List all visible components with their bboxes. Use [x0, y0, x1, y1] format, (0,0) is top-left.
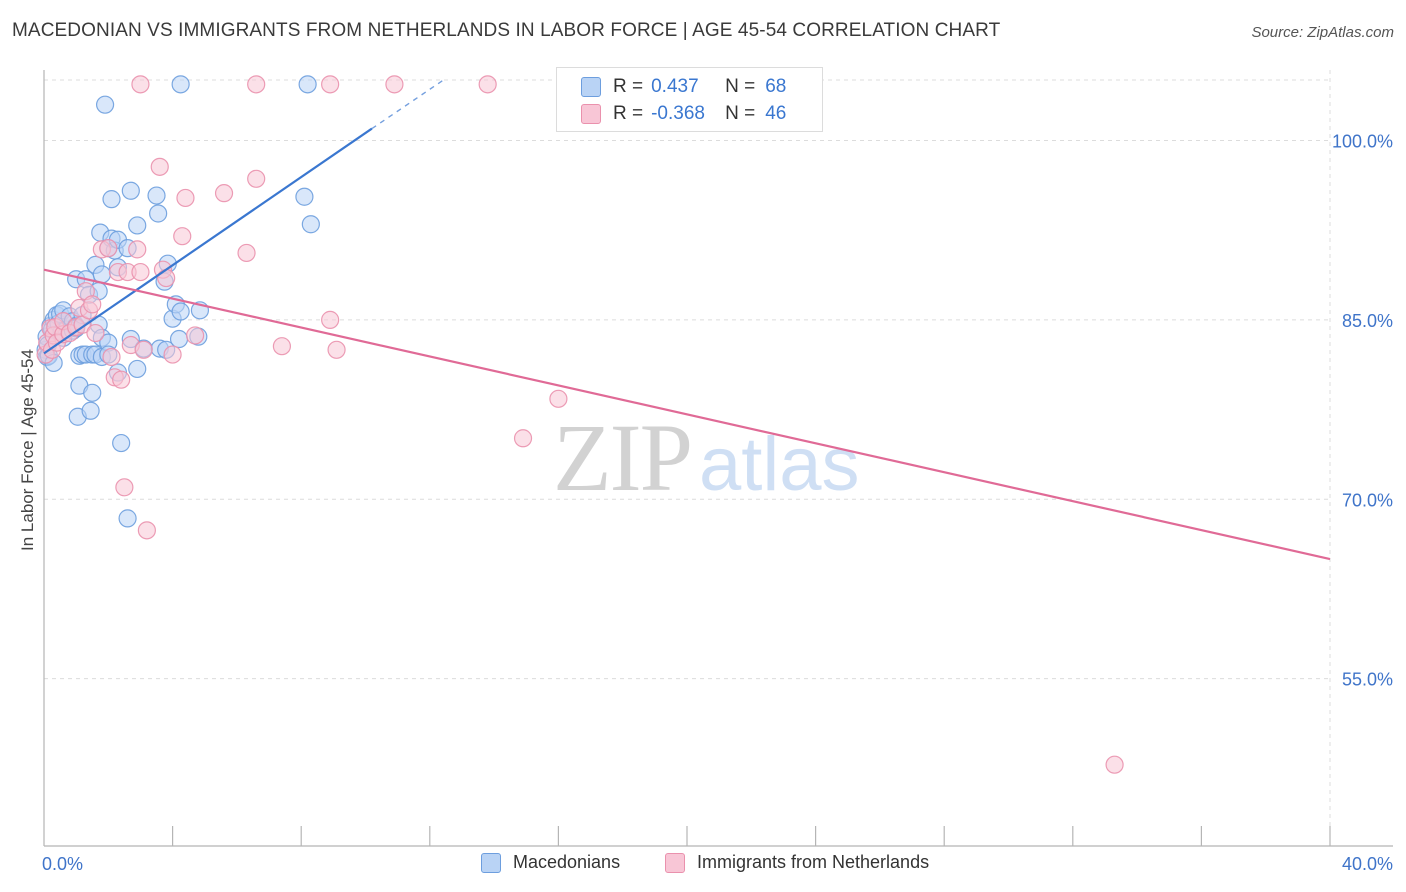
point-netherlands: [131, 262, 150, 282]
series-legend: Macedonians Immigrants from Netherlands: [0, 852, 1406, 878]
trendline-macedonians: [43, 127, 373, 355]
point-netherlands: [134, 340, 153, 359]
legend-r-value-macedonians: 0.437: [651, 76, 699, 97]
x-tick-label-min: 0.0%: [42, 854, 83, 874]
point-netherlands: [186, 326, 205, 345]
point-netherlands: [128, 240, 147, 259]
legend-swatch-netherlands: [581, 104, 601, 124]
chart-title: MACEDONIAN VS IMMIGRANTS FROM NETHERLAND…: [12, 20, 1001, 41]
data-points: [36, 75, 1124, 774]
point-netherlands: [115, 478, 134, 497]
legend-label-netherlands: Immigrants from Netherlands: [697, 852, 930, 872]
point-netherlands: [327, 340, 346, 359]
legend-row-netherlands: R = -0.368 N = 46: [581, 101, 786, 127]
point-macedonians: [147, 186, 166, 205]
point-macedonians: [102, 190, 121, 209]
point-netherlands: [247, 169, 266, 188]
point-macedonians: [128, 359, 147, 379]
point-netherlands: [102, 347, 121, 367]
legend-r-label: R =: [613, 76, 644, 97]
legend-swatch-netherlands: [665, 852, 685, 873]
point-macedonians: [169, 329, 189, 349]
point-macedonians: [171, 75, 190, 94]
point-netherlands: [157, 268, 176, 288]
point-macedonians: [83, 383, 102, 402]
legend-item-netherlands: Immigrants from Netherlands: [665, 852, 929, 873]
legend-r-label: R =: [613, 103, 644, 124]
trendline-macedonians-extension: [371, 77, 447, 130]
point-macedonians: [81, 401, 100, 420]
point-netherlands: [214, 184, 234, 203]
point-netherlands: [321, 310, 340, 329]
point-netherlands: [86, 323, 105, 343]
point-macedonians: [295, 187, 314, 206]
trend-lines: [43, 77, 1331, 561]
legend-n-value-netherlands: 46: [765, 103, 787, 124]
legend-n-value-macedonians: 68: [765, 76, 787, 97]
point-macedonians: [301, 215, 320, 234]
point-netherlands: [1105, 755, 1124, 774]
point-netherlands: [99, 239, 118, 258]
tick-labels: 100.0% 85.0% 70.0% 55.0% 0.0% 40.0%: [42, 132, 1393, 874]
point-netherlands: [137, 521, 156, 540]
point-netherlands: [163, 345, 182, 364]
point-netherlands: [385, 75, 404, 94]
point-netherlands: [321, 75, 340, 94]
legend-n-label: N =: [725, 76, 756, 97]
legend-row-macedonians: R = 0.437 N = 68: [581, 74, 786, 100]
point-netherlands: [83, 295, 102, 314]
point-macedonians: [118, 509, 137, 528]
point-netherlands: [176, 188, 195, 208]
legend-n-label: N =: [725, 103, 756, 124]
point-netherlands: [173, 227, 192, 246]
y-tick-label: 100.0%: [1332, 132, 1393, 152]
legend-label-macedonians: Macedonians: [513, 852, 621, 872]
legend-swatch-macedonians: [481, 852, 501, 873]
watermark-zip: ZIP: [553, 404, 693, 511]
point-netherlands: [478, 75, 497, 94]
point-netherlands: [150, 157, 169, 176]
grid-lines: [44, 70, 1331, 846]
point-macedonians: [128, 216, 147, 235]
watermark: ZIP atlas: [553, 402, 860, 513]
y-tick-label: 70.0%: [1342, 490, 1393, 510]
y-axis-label: In Labor Force | Age 45-54: [18, 349, 37, 551]
y-tick-label: 85.0%: [1342, 311, 1393, 331]
legend-r-value-netherlands: -0.368: [651, 103, 705, 124]
point-netherlands: [112, 370, 131, 389]
legend-swatch-macedonians: [581, 77, 601, 97]
point-netherlands: [272, 337, 292, 356]
point-netherlands: [237, 243, 256, 263]
point-macedonians: [149, 204, 168, 223]
trendline-netherlands: [43, 268, 1331, 561]
point-netherlands: [131, 75, 150, 94]
legend-item-macedonians: Macedonians: [481, 852, 620, 873]
point-netherlands: [513, 429, 533, 448]
point-netherlands: [549, 389, 568, 408]
stats-legend: R = 0.437 N = 68 R = -0.368 N = 46: [556, 67, 823, 132]
x-tick-label-max: 40.0%: [1342, 854, 1393, 874]
point-macedonians: [171, 302, 190, 321]
point-macedonians: [112, 433, 131, 453]
point-macedonians: [95, 95, 115, 114]
point-netherlands: [247, 75, 266, 94]
axes: [43, 70, 1393, 847]
point-macedonians: [298, 75, 317, 94]
y-tick-label: 55.0%: [1342, 670, 1393, 690]
source-credit: Source: ZipAtlas.com: [1251, 24, 1394, 41]
point-macedonians: [121, 181, 140, 200]
